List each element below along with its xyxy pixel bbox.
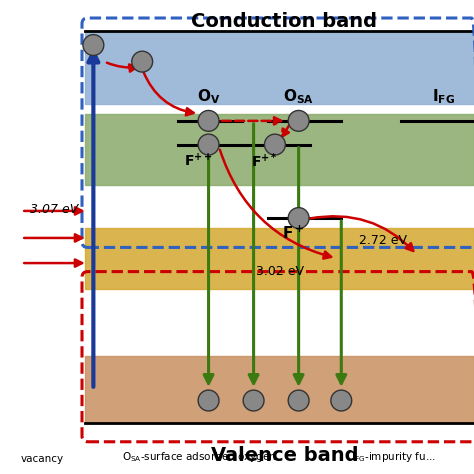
Text: $\mathbf{O_V}$: $\mathbf{O_V}$ (197, 87, 220, 106)
Text: 2.72 eV: 2.72 eV (359, 234, 407, 247)
Circle shape (288, 110, 309, 131)
Circle shape (243, 390, 264, 411)
Text: 3.07 eV: 3.07 eV (30, 203, 79, 216)
Text: Conduction band: Conduction band (191, 12, 377, 31)
Bar (85, 228, 474, 289)
Text: $\mathbf{F^+}$: $\mathbf{F^+}$ (282, 225, 304, 242)
Circle shape (198, 390, 219, 411)
Circle shape (198, 134, 219, 155)
Text: $\mathbf{F^{+*}}$: $\mathbf{F^{+*}}$ (251, 152, 278, 170)
Bar (85, 356, 474, 423)
Circle shape (198, 110, 219, 131)
Text: 3.02 eV: 3.02 eV (255, 264, 304, 278)
Text: $\mathbf{I_{FG}}$: $\mathbf{I_{FG}}$ (432, 87, 455, 106)
Circle shape (264, 134, 285, 155)
Text: Valence band: Valence band (210, 446, 358, 465)
Circle shape (331, 390, 352, 411)
Bar (85, 31, 474, 104)
Text: vacancy: vacancy (21, 454, 64, 464)
Circle shape (132, 51, 153, 72)
Text: $\mathrm{O_{SA}}$-surface adsorbed oxygen: $\mathrm{O_{SA}}$-surface adsorbed oxyge… (122, 449, 276, 464)
Text: $\mathbf{F^{++}}$: $\mathbf{F^{++}}$ (184, 152, 212, 169)
Circle shape (83, 35, 104, 55)
Circle shape (288, 390, 309, 411)
Circle shape (288, 208, 309, 228)
Text: $\mathbf{O_{SA}}$: $\mathbf{O_{SA}}$ (283, 87, 314, 106)
Bar (85, 114, 474, 185)
Text: $\mathrm{I_{FG}}$-impurity fu...: $\mathrm{I_{FG}}$-impurity fu... (351, 449, 436, 464)
